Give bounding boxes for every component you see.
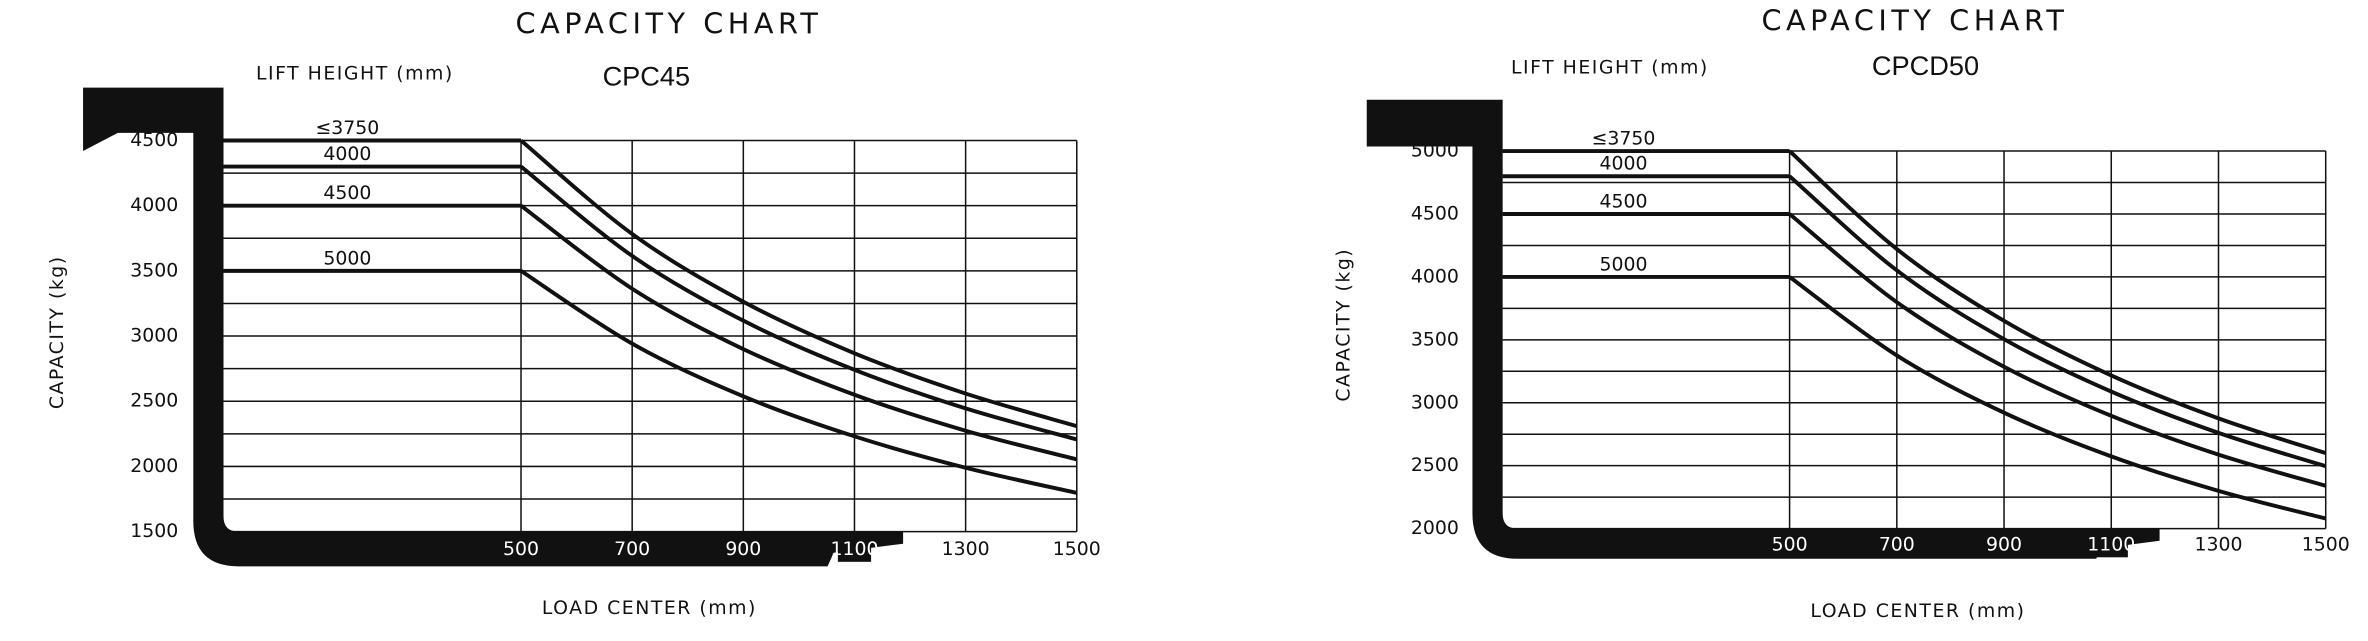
- tick-box: [615, 537, 649, 562]
- y-tick-label: 2000: [1411, 517, 1459, 539]
- series-label: 5000: [323, 247, 371, 269]
- x-tick-label: 1100: [830, 538, 878, 560]
- y-tick-label: 4500: [130, 129, 178, 151]
- capacity-curve: [519, 165, 1078, 442]
- series-label: 4000: [1599, 153, 1647, 175]
- y-tick-label: 1500: [130, 520, 178, 542]
- x-axis-label: LOAD CENTER (mm): [1810, 600, 2025, 622]
- chart-title: CAPACITY CHART: [1761, 4, 2068, 38]
- y-tick-label: 3500: [130, 259, 178, 281]
- y-tick-label: 3500: [1411, 328, 1459, 350]
- series-label: ≤3750: [1592, 127, 1656, 149]
- series-label: 5000: [1599, 253, 1647, 275]
- x-axis-label: LOAD CENTER (mm): [542, 597, 757, 619]
- model-name: CPCD50: [1872, 50, 1979, 81]
- y-axis-label: CAPACITY (kg): [1333, 248, 1355, 402]
- x-tick-label: 500: [1772, 534, 1808, 556]
- model-name: CPC45: [603, 61, 691, 92]
- series-label: 4500: [1599, 190, 1647, 212]
- capacity-curve: [1788, 149, 2327, 455]
- lift-height-label: LIFT HEIGHT (mm): [1511, 56, 1709, 78]
- capacity-curve: [1788, 275, 2327, 521]
- y-tick-label: 4000: [130, 194, 178, 216]
- capacity-curve: [1788, 174, 2327, 469]
- y-tick-label: 3000: [1411, 391, 1459, 413]
- lift-height-label: LIFT HEIGHT (mm): [256, 63, 454, 85]
- y-tick-label: 3000: [130, 325, 178, 347]
- tick-box: [837, 537, 872, 562]
- x-tick-label: 1500: [2302, 534, 2350, 556]
- series-label: 4500: [323, 182, 371, 204]
- series-label: ≤3750: [315, 117, 379, 139]
- capacity-curve: [519, 204, 1078, 462]
- capacity-curve: [1788, 212, 2327, 488]
- tick-box: [1772, 533, 1807, 558]
- x-tick-label: 1500: [1053, 538, 1101, 560]
- tick-box: [2094, 533, 2128, 558]
- series-label: 4000: [323, 143, 371, 165]
- x-tick-label: 700: [1879, 534, 1915, 556]
- y-tick-label: 2500: [130, 390, 178, 412]
- tick-box: [1880, 533, 1914, 558]
- y-tick-label: 4500: [1411, 202, 1459, 224]
- chart-title: CAPACITY CHART: [516, 7, 823, 41]
- x-tick-label: 900: [1986, 534, 2022, 556]
- fork-right: [1366, 99, 2160, 559]
- fork-left: [83, 87, 904, 567]
- y-tick-label: 4000: [1411, 265, 1459, 287]
- tick-box: [726, 537, 760, 562]
- y-tick-label: 2000: [130, 455, 178, 477]
- capacity-curve: [519, 269, 1078, 495]
- x-tick-label: 500: [503, 538, 539, 560]
- x-tick-label: 1300: [2194, 534, 2242, 556]
- x-tick-label: 700: [614, 538, 650, 560]
- tick-box: [504, 537, 538, 562]
- x-tick-label: 1100: [2087, 534, 2135, 556]
- y-axis-label: CAPACITY (kg): [46, 255, 68, 409]
- tick-box: [1987, 533, 2021, 558]
- capacity-curve: [519, 138, 1078, 429]
- y-tick-label: 5000: [1411, 140, 1459, 162]
- x-tick-label: 900: [725, 538, 761, 560]
- y-tick-label: 2500: [1411, 454, 1459, 476]
- x-tick-label: 1300: [942, 538, 990, 560]
